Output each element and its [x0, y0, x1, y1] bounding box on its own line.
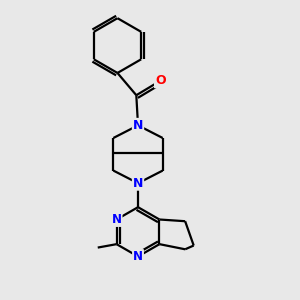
Text: N: N: [133, 119, 143, 132]
Text: N: N: [133, 250, 143, 263]
Text: O: O: [155, 74, 166, 87]
Text: N: N: [133, 177, 143, 190]
Text: N: N: [112, 213, 122, 226]
